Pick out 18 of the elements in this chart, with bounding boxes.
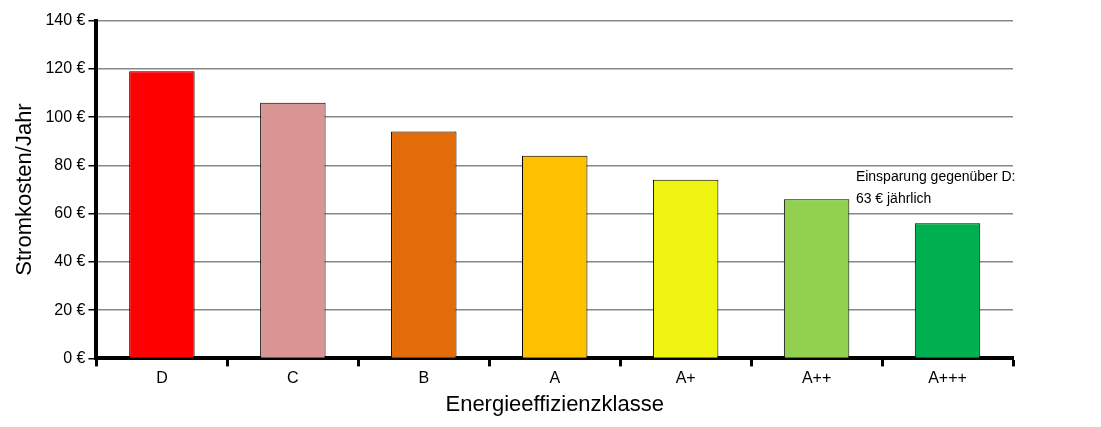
y-tick-label: 60 € [54, 204, 86, 222]
y-axis-title: Stromkosten/Jahr [11, 103, 37, 276]
y-tick-label: 100 € [45, 107, 86, 125]
x-tick-label: A+++ [928, 369, 967, 387]
x-tick-label: D [156, 369, 168, 387]
x-tick-label: A [549, 369, 561, 387]
y-tick-label: 80 € [54, 155, 86, 173]
x-tick-label: A++ [801, 369, 832, 387]
y-tick-label: 120 € [45, 59, 86, 77]
x-axis-title: Energieeffizienzklasse [445, 390, 664, 416]
x-tick-label: C [287, 369, 299, 387]
y-tick-label: 0 € [63, 348, 86, 366]
y-tick-label: 40 € [54, 252, 86, 270]
annotation: Einsparung gegenüber D: 63 € jährlich [855, 168, 1016, 207]
x-tick-label: B [418, 369, 430, 387]
y-tick-label: 20 € [54, 300, 86, 318]
x-tick-label: A+ [675, 369, 696, 387]
y-tick-label: 140 € [45, 11, 86, 29]
